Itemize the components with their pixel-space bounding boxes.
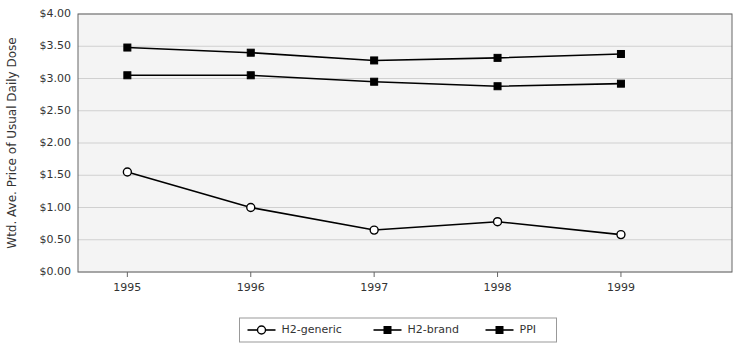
data-point <box>617 50 624 57</box>
y-grid <box>78 14 732 272</box>
legend-marker <box>384 327 391 334</box>
x-tick-label: 1995 <box>113 281 141 294</box>
grid-line <box>78 143 732 144</box>
grid-line <box>78 239 732 240</box>
y-tick-label: $2.50 <box>40 104 72 117</box>
y-tick-label: $0.00 <box>40 265 72 278</box>
legend-item: PPI <box>486 323 537 336</box>
x-tick-label: 1996 <box>237 281 265 294</box>
grid-line <box>78 46 732 47</box>
data-point <box>370 226 378 234</box>
chart-container: $0.00 $0.50 $1.00 $1.50 $2.00 $2.50 $3.00 $3.50… <box>0 0 750 352</box>
x-tick-label: 1997 <box>360 281 388 294</box>
legend-marker <box>258 326 266 334</box>
data-point <box>123 168 131 176</box>
series-line <box>127 172 621 235</box>
series <box>124 44 625 64</box>
y-axis: $0.00 $0.50 $1.00 $1.50 $2.00 $2.50 $3.00 $3.50… <box>40 7 72 278</box>
legend-item: H2-brand <box>374 323 459 336</box>
data-point <box>617 80 624 87</box>
y-tick-label: $3.00 <box>40 72 72 85</box>
x-tick-label: 1999 <box>607 281 635 294</box>
x-tick <box>374 272 375 277</box>
series-line <box>127 75 621 86</box>
series <box>123 168 625 239</box>
y-tick-label: $1.00 <box>40 201 72 214</box>
legend-item: H2-generic <box>248 323 342 336</box>
data-point <box>371 78 378 85</box>
data-point <box>247 72 254 79</box>
legend-label: PPI <box>520 323 537 336</box>
y-tick-label: $2.00 <box>40 136 72 149</box>
x-tick-label: 1998 <box>484 281 512 294</box>
data-point <box>247 204 255 212</box>
y-tick-label: $3.50 <box>40 39 72 52</box>
grid-line <box>78 110 732 111</box>
grid-line <box>78 78 732 79</box>
legend-marker <box>496 327 503 334</box>
grid-line <box>78 175 732 176</box>
x-tick <box>250 272 251 277</box>
y-tick-label: $1.50 <box>40 168 72 181</box>
data-layer <box>123 44 625 239</box>
y-tick-label: $4.00 <box>40 7 72 20</box>
data-point <box>124 72 131 79</box>
x-tick <box>497 272 498 277</box>
series <box>124 72 625 90</box>
y-axis-label: Wtd. Ave. Price of Usual Daily Dose <box>5 37 19 248</box>
x-tick <box>127 272 128 277</box>
chart-svg: $0.00 $0.50 $1.00 $1.50 $2.00 $2.50 $3.00 $3.50… <box>0 0 750 352</box>
y-tick-label: $0.50 <box>40 233 72 246</box>
x-axis: 1995 1996 1997 1998 1999 <box>113 272 635 294</box>
data-point <box>247 49 254 56</box>
legend-label: H2-generic <box>282 323 342 336</box>
data-point <box>617 231 625 239</box>
data-point <box>494 218 502 226</box>
data-point <box>494 83 501 90</box>
data-point <box>371 57 378 64</box>
grid-line <box>78 207 732 208</box>
legend-box <box>240 318 557 342</box>
legend: H2-generic H2-brand PPI <box>240 318 557 342</box>
plot-background <box>78 14 732 272</box>
plot-frame <box>78 14 732 272</box>
data-point <box>124 44 131 51</box>
x-tick <box>620 272 621 277</box>
legend-label: H2-brand <box>408 323 459 336</box>
data-point <box>494 54 501 61</box>
